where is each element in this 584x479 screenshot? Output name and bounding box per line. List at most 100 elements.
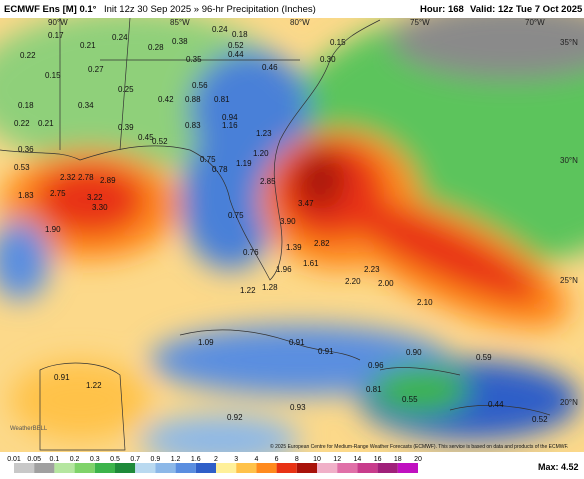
legend-tick: 0.9: [151, 456, 161, 463]
legend-tick: 1.6: [191, 456, 201, 463]
precip-value: 0.46: [262, 63, 278, 72]
legend-swatch: [94, 463, 115, 473]
legend-swatch: [195, 463, 216, 473]
legend-swatch: [115, 463, 136, 473]
precip-value: 0.24: [112, 33, 128, 42]
legend-swatch: [276, 463, 297, 473]
precip-value: 2.10: [417, 298, 433, 307]
legend-swatch: [216, 463, 237, 473]
precip-value: 0.88: [185, 95, 201, 104]
precip-value: 1.23: [256, 129, 272, 138]
precip-value: 0.91: [54, 373, 70, 382]
precip-value: 0.55: [402, 395, 418, 404]
legend-swatch: [175, 463, 196, 473]
legend-swatch: [357, 463, 378, 473]
legend-tick: 20: [414, 456, 422, 463]
precip-value: 3.22: [87, 193, 103, 202]
valid-label: Valid: 12z Tue 7 Oct 2025: [470, 4, 583, 15]
precip-value: 0.38: [172, 37, 188, 46]
legend-swatch: [54, 463, 75, 473]
precip-value: 0.35: [186, 55, 202, 64]
precip-value: 0.52: [228, 41, 244, 50]
legend-swatch: [74, 463, 95, 473]
legend-tick: 4: [254, 456, 258, 463]
latitude-label: 20°N: [560, 398, 578, 407]
precip-value: 0.81: [366, 385, 382, 394]
legend-tick: 3: [234, 456, 238, 463]
precip-value: 2.82: [314, 239, 330, 248]
precip-value: 0.78: [212, 165, 228, 174]
precip-value: 1.19: [236, 159, 252, 168]
precip-value: 0.75: [228, 211, 244, 220]
longitude-label: 75°W: [410, 18, 430, 27]
precip-value: 0.42: [158, 95, 174, 104]
legend-tick: 0.1: [50, 456, 60, 463]
precip-value: 1.09: [198, 338, 214, 347]
precip-value: 0.91: [289, 338, 305, 347]
header-bar: [0, 0, 584, 18]
precip-field: [0, 18, 584, 452]
precip-value: 0.52: [152, 137, 168, 146]
precip-value: 0.39: [118, 123, 134, 132]
precip-value: 0.18: [232, 30, 248, 39]
legend-tick: 0.7: [130, 456, 140, 463]
precip-value: 2.23: [364, 265, 380, 274]
precip-value: 2.00: [378, 279, 394, 288]
precip-value: 1.90: [45, 225, 61, 234]
precip-value: 1.16: [222, 121, 238, 130]
legend-tick: 10: [313, 456, 321, 463]
precip-value: 1.96: [276, 265, 292, 274]
precip-value: 0.53: [14, 163, 30, 172]
longitude-label: 85°W: [170, 18, 190, 27]
precip-value: 2.32: [60, 173, 76, 182]
precip-value: 0.36: [18, 145, 34, 154]
precip-value: 0.34: [78, 101, 94, 110]
run-label: Init 12z 30 Sep 2025 » 96-hr Precipitati…: [104, 4, 316, 15]
precip-value: 0.96: [368, 361, 384, 370]
legend-tick: 8: [295, 456, 299, 463]
latitude-label: 30°N: [560, 156, 578, 165]
precip-value: 1.22: [86, 381, 102, 390]
legend-tick: 1.2: [171, 456, 181, 463]
legend-swatch: [317, 463, 338, 473]
legend-swatch: [135, 463, 156, 473]
precip-value: 0.52: [532, 415, 548, 424]
legend-swatch: [256, 463, 277, 473]
precip-value: 0.15: [330, 38, 346, 47]
precip-value: 0.76: [243, 248, 259, 257]
precip-value: 0.91: [318, 347, 334, 356]
legend-swatch: [337, 463, 358, 473]
longitude-label: 80°W: [290, 18, 310, 27]
precip-value: 0.45: [138, 133, 154, 142]
longitude-label: 70°W: [525, 18, 545, 27]
legend-tick: 16: [374, 456, 382, 463]
longitude-label: 90°W: [48, 18, 68, 27]
precip-value: 0.59: [476, 353, 492, 362]
precip-value: 0.27: [88, 65, 104, 74]
legend-tick: 0.01: [7, 456, 21, 463]
precip-value: 3.30: [92, 203, 108, 212]
precip-value: 0.81: [214, 95, 230, 104]
legend-tick: 2: [214, 456, 218, 463]
legend-tick: 0.5: [110, 456, 120, 463]
legend-swatch: [236, 463, 257, 473]
precip-value: 0.28: [148, 43, 164, 52]
precip-value: 1.83: [18, 191, 34, 200]
credit: © 2025 European Centre for Medium-Range …: [270, 443, 568, 450]
precip-value: 2.20: [345, 277, 361, 286]
precip-value: 1.22: [240, 286, 256, 295]
legend-swatch: [397, 463, 418, 473]
precip-value: 3.47: [298, 199, 314, 208]
precip-value: 1.61: [303, 259, 319, 268]
precip-value: 0.22: [20, 51, 36, 60]
legend-swatch: [377, 463, 398, 473]
model-label: ECMWF Ens [M] 0.1°: [4, 4, 97, 15]
hour-label: Hour: 168: [420, 4, 464, 15]
legend-tick: 18: [394, 456, 402, 463]
precip-value: 1.20: [253, 149, 269, 158]
max-label: Max: 4.52: [538, 462, 579, 472]
legend-swatch: [155, 463, 176, 473]
watermark: WeatherBELL: [10, 426, 48, 432]
precip-value: 0.93: [290, 403, 306, 412]
